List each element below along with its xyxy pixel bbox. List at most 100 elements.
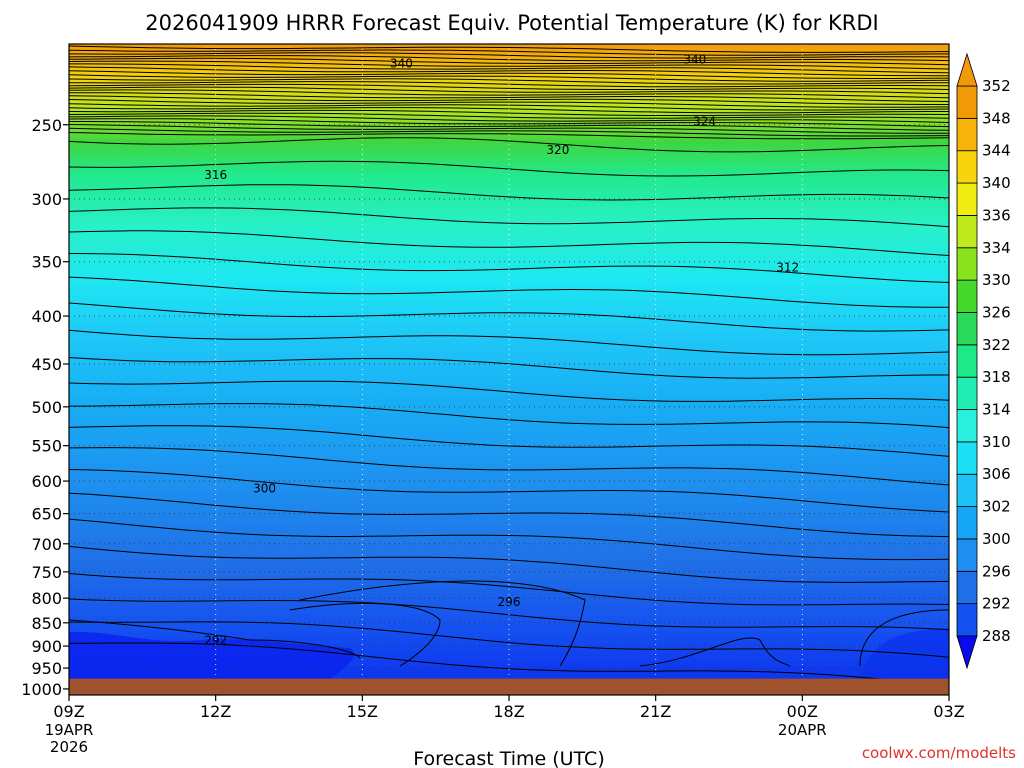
contour-line — [69, 112, 949, 119]
y-tick-label: 250 — [31, 116, 62, 135]
contour-line — [69, 107, 949, 114]
y-tick-label: 850 — [31, 614, 62, 633]
colorbar-swatch — [956, 376, 978, 410]
contour-line — [69, 137, 949, 153]
colorbar-label: 314 — [982, 401, 1011, 419]
colorbar-label: 348 — [982, 109, 1011, 127]
colorbar-swatch — [956, 409, 978, 443]
y-tick-label: 400 — [31, 307, 62, 326]
contour-line — [69, 230, 949, 256]
contour-line — [69, 469, 949, 513]
contour-line — [69, 74, 949, 82]
colorbar-swatch — [956, 182, 978, 216]
colorbar-label: 318 — [982, 368, 1011, 386]
colorbar-label: 306 — [982, 465, 1011, 483]
contour-line — [299, 580, 586, 667]
y-axis: 250 300 350 400 450 500 550 600 650 700 750 800 850 9… — [21, 116, 69, 699]
plot-area — [69, 44, 949, 695]
terrain-ground — [69, 678, 949, 695]
contour-line — [69, 121, 949, 131]
x-tick-label: 12Z — [200, 702, 231, 721]
colorbar-swatch — [956, 603, 978, 637]
y-tick-label: 1000 — [21, 680, 62, 699]
colorbar-swatch — [956, 247, 978, 281]
y-tick-label: 300 — [31, 190, 62, 209]
y-tick-label: 900 — [31, 637, 62, 656]
contour-labels: 340 340 324 320 316 312 300 296 292 — [204, 53, 799, 648]
colorbar-swatch — [956, 473, 978, 507]
colorbar-swatch — [956, 117, 978, 152]
colorbar-swatch — [956, 538, 978, 572]
contour-label: 296 — [498, 595, 521, 609]
contour-line — [69, 99, 949, 108]
colorbar-label: 288 — [982, 627, 1011, 645]
contour-label: 292 — [204, 634, 227, 648]
chart-title: 2026041909 HRRR Forecast Equiv. Potentia… — [145, 11, 878, 35]
x-tick-sublabel: 19APR — [45, 721, 94, 739]
x-tick-label: 21Z — [640, 702, 671, 721]
contour-label: 320 — [546, 143, 569, 157]
colorbar: 288 292 296 300 302 306 310 314 318 322 326 330 334 3… — [956, 52, 1011, 670]
y-tick-label: 650 — [31, 505, 62, 524]
contour-line — [69, 127, 949, 137]
contour-line — [69, 60, 949, 70]
contour-line — [859, 609, 949, 667]
colorbar-top-arrow — [956, 52, 978, 87]
contour-label: 300 — [253, 481, 276, 495]
contour-line — [69, 619, 361, 659]
colorbar-swatch — [956, 344, 978, 378]
contour-line — [69, 86, 949, 95]
contour-line — [289, 602, 441, 667]
colorbar-swatch — [956, 279, 978, 313]
contour-label: 324 — [693, 114, 716, 128]
y-tick-label: 550 — [31, 437, 62, 456]
contour-label: 316 — [204, 168, 227, 182]
x-tick-label: 18Z — [493, 702, 524, 721]
contour-line — [69, 518, 949, 561]
colorbar-swatch — [956, 85, 978, 119]
contour-label: 340 — [683, 53, 706, 67]
colorbar-label: 336 — [982, 206, 1011, 224]
colorbar-label: 330 — [982, 271, 1011, 289]
colorbar-label: 344 — [982, 142, 1011, 160]
y-tick-label: 750 — [31, 563, 62, 582]
colorbar-swatch — [956, 150, 978, 184]
y-tick-label: 950 — [31, 659, 62, 678]
x-tick-sublabel: 2026 — [50, 738, 88, 756]
contour-line — [69, 70, 949, 79]
contour-line — [69, 276, 949, 308]
colorbar-label: 340 — [982, 174, 1011, 192]
colorbar-swatch — [956, 441, 978, 475]
y-tick-label: 450 — [31, 355, 62, 374]
x-tick-sublabel: 20APR — [778, 721, 827, 739]
y-tick-label: 800 — [31, 589, 62, 608]
y-tick-label: 350 — [31, 253, 62, 272]
colorbar-label: 310 — [982, 433, 1011, 451]
contour-line — [69, 52, 949, 59]
x-tick-label: 03Z — [933, 702, 964, 721]
contour-line — [69, 124, 949, 134]
y-tick-label: 600 — [31, 472, 62, 491]
contour-label: 312 — [776, 260, 799, 274]
colorbar-label: 326 — [982, 303, 1011, 321]
x-axis-title: Forecast Time (UTC) — [413, 748, 604, 768]
colorbar-label: 302 — [982, 498, 1011, 516]
colorbar-label: 352 — [982, 77, 1011, 95]
credit-text: coolwx.com/modelts — [862, 744, 1016, 762]
colorbar-label: 322 — [982, 336, 1011, 354]
contour-line — [639, 637, 791, 667]
colorbar-label: 292 — [982, 595, 1011, 613]
y-tick-label: 700 — [31, 535, 62, 554]
cold-pocket-left — [69, 631, 354, 679]
contour-line — [69, 57, 949, 66]
x-tick-label: 00Z — [787, 702, 818, 721]
contour-line — [69, 207, 949, 228]
contour-line — [69, 78, 949, 85]
colorbar-bottom-arrow — [956, 635, 978, 670]
contour-line — [69, 49, 949, 56]
colorbar-label: 300 — [982, 530, 1011, 548]
colorbar-label: 296 — [982, 562, 1011, 580]
colorbar-swatch — [956, 570, 978, 605]
